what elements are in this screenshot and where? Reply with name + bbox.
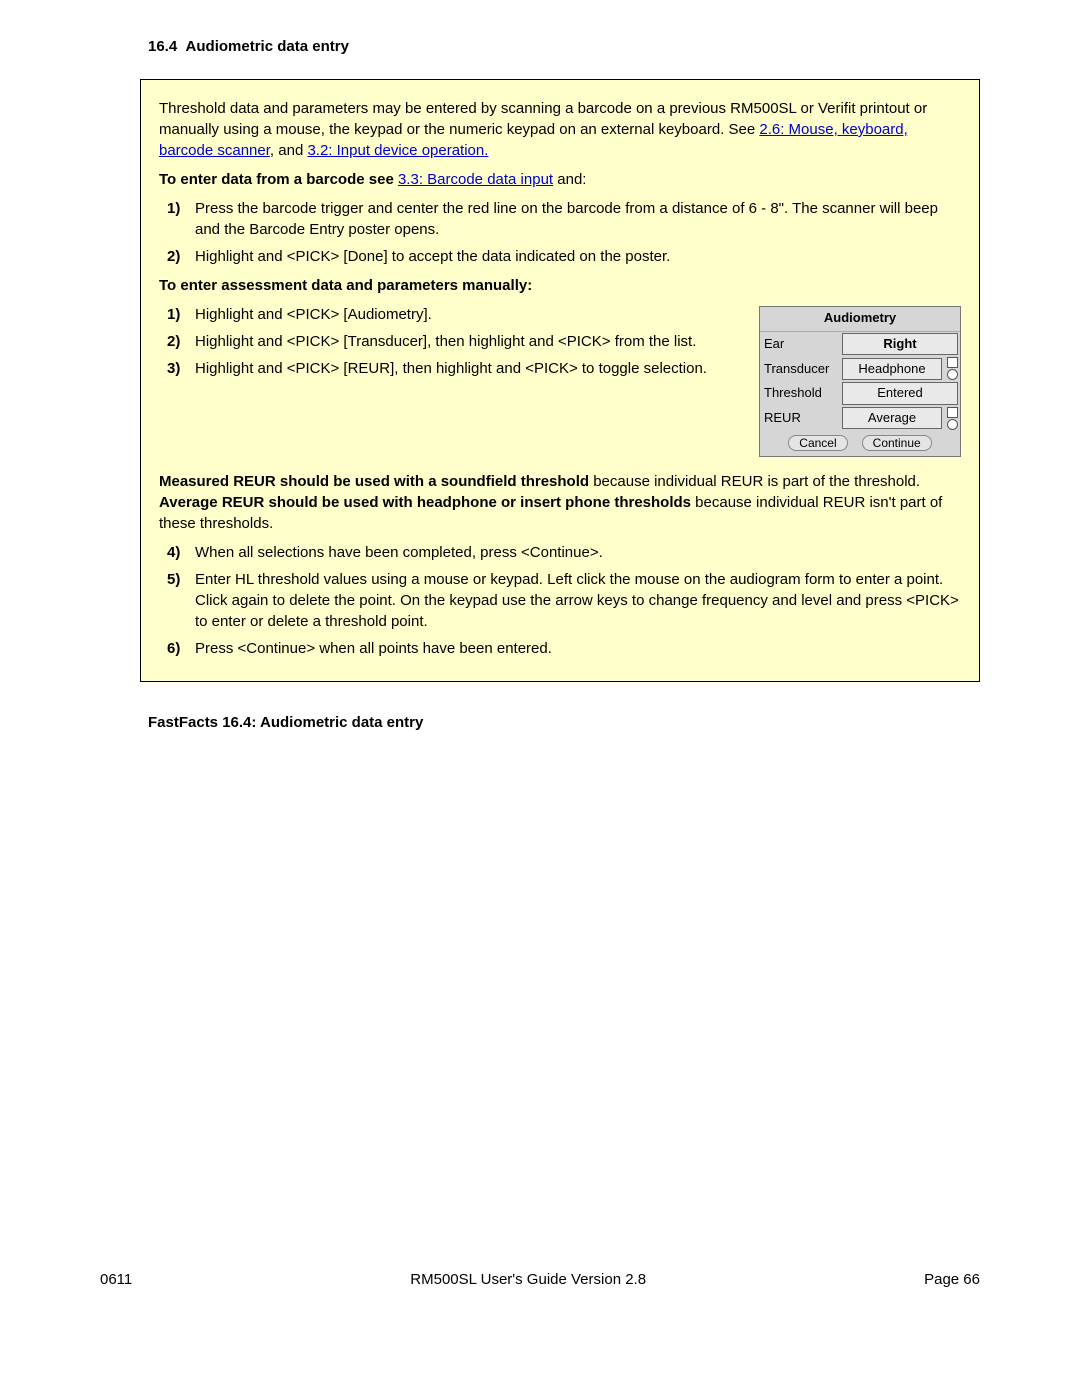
footer-left: 0611 [100, 1269, 132, 1290]
link-barcode-input[interactable]: 3.3: Barcode data input [398, 171, 553, 188]
section-heading: 16.4 Audiometric data entry [100, 36, 980, 57]
panel-row-threshold: Threshold Entered [760, 381, 960, 405]
manual-steps-b: 4)When all selections have been complete… [159, 542, 961, 659]
content-box: Threshold data and parameters may be ent… [140, 79, 980, 682]
footer-center: RM500SL User's Guide Version 2.8 [410, 1269, 646, 1290]
panel-label: REUR [764, 409, 838, 427]
list-item: 4)When all selections have been complete… [195, 542, 961, 563]
list-item: 2)Highlight and <PICK> [Transducer], the… [195, 331, 961, 352]
barcode-lead: To enter data from a barcode see 3.3: Ba… [159, 169, 961, 190]
page-footer: 0611 RM500SL User's Guide Version 2.8 Pa… [100, 1269, 980, 1290]
footer-right: Page 66 [924, 1269, 980, 1290]
panel-row-reur: REUR Average [760, 406, 960, 431]
panel-field-threshold[interactable]: Entered [842, 382, 958, 404]
list-item: 5)Enter HL threshold values using a mous… [195, 569, 961, 632]
intro-paragraph: Threshold data and parameters may be ent… [159, 98, 961, 161]
list-item: 1)Highlight and <PICK> [Audiometry]. [195, 304, 961, 325]
manual-heading: To enter assessment data and parameters … [159, 275, 961, 296]
continue-button[interactable]: Continue [862, 435, 932, 451]
list-item: 1)Press the barcode trigger and center t… [195, 198, 961, 240]
list-item: 2)Highlight and <PICK> [Done] to accept … [195, 246, 961, 267]
list-item: 3)Highlight and <PICK> [REUR], then high… [195, 358, 961, 379]
barcode-steps: 1)Press the barcode trigger and center t… [159, 198, 961, 267]
fastfacts-heading: FastFacts 16.4: Audiometric data entry [100, 712, 980, 733]
toggle-icon[interactable] [947, 407, 958, 430]
manual-steps-a: 1)Highlight and <PICK> [Audiometry]. 2)H… [159, 304, 961, 379]
list-item: 6)Press <Continue> when all points have … [195, 638, 961, 659]
link-input-device[interactable]: 3.2: Input device operation. [307, 142, 488, 159]
panel-label: Threshold [764, 384, 838, 402]
audiometry-panel: Audiometry Ear Right Transducer Headphon… [759, 306, 961, 457]
cancel-button[interactable]: Cancel [788, 435, 847, 451]
reur-paragraph: Measured REUR should be used with a soun… [159, 471, 961, 534]
panel-field-reur[interactable]: Average [842, 407, 942, 429]
